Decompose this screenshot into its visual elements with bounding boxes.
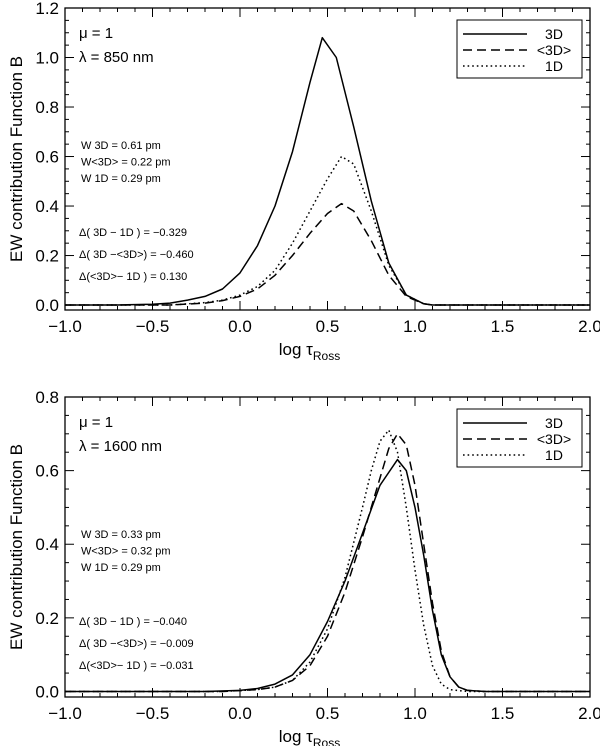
x-tick-label: 0.5	[316, 317, 340, 336]
chart-panel-bottom: −1.0 −0.5 0.0 0.5 1.0 1.5 2.0 0.0 0.2 0.4 0.6 0.8 EW…	[7, 388, 600, 746]
y-tick-label: 0.4	[35, 535, 59, 554]
legend-label: 1D	[545, 447, 563, 463]
y-tick-label: 0.8	[35, 98, 59, 117]
x-tick-label: 2.0	[578, 704, 600, 723]
x-tick-label: −0.5	[136, 317, 170, 336]
x-tick-label: 0.0	[228, 317, 252, 336]
equivalent-width-label: W<3D> = 0.32 pm	[81, 546, 171, 558]
y-tick-label: 0.2	[35, 247, 59, 266]
legend-box	[456, 19, 583, 79]
series-line-3d	[65, 458, 590, 693]
x-tick-label: 2.0	[578, 317, 600, 336]
y-axis-title: EW contribution Function B	[7, 56, 26, 262]
x-tick-label: 1.5	[491, 704, 515, 723]
mu-label: μ = 1	[79, 25, 113, 42]
y-axis-title: EW contribution Function B	[7, 444, 26, 650]
delta-label: Δ(<3D>− 1D ) = −0.031	[79, 660, 194, 672]
delta-label: Δ( 3D − 1D ) = −0.040	[79, 616, 187, 628]
y-tick-label: 1.2	[35, 0, 59, 18]
equivalent-width-label: W 3D = 0.33 pm	[81, 529, 161, 541]
x-tick-label: 1.0	[403, 704, 427, 723]
legend-label: <3D>	[537, 431, 571, 447]
equivalent-width-label: W 1D = 0.29 pm	[81, 173, 161, 185]
lambda-label: λ = 1600 nm	[79, 438, 162, 455]
x-tick-label: 1.0	[403, 317, 427, 336]
y-tick-label: 0.2	[35, 609, 59, 628]
y-tick-label: 0.4	[35, 197, 59, 216]
legend-label: <3D>	[537, 42, 571, 58]
legend-label: 3D	[545, 415, 563, 431]
delta-label: Δ(<3D>− 1D ) = 0.130	[79, 271, 187, 283]
legend-box	[456, 408, 583, 468]
delta-label: Δ( 3D −<3D>) = −0.009	[79, 638, 194, 650]
delta-label: Δ( 3D −<3D>) = −0.460	[79, 249, 194, 261]
x-tick-label: 0.0	[228, 704, 252, 723]
x-axis-title: log τRoss	[279, 340, 340, 363]
lambda-label: λ = 850 nm	[79, 49, 154, 66]
x-tick-label: 0.5	[316, 704, 340, 723]
x-axis-title: log τRoss	[279, 727, 340, 746]
x-axis-title-main: log τ	[279, 340, 313, 359]
y-tick-label: 0.0	[35, 682, 59, 701]
x-axis-title-main: log τ	[279, 727, 313, 746]
equivalent-width-label: W 1D = 0.29 pm	[81, 562, 161, 574]
equivalent-width-label: W 3D = 0.61 pm	[81, 140, 161, 152]
y-tick-label: 0.8	[35, 388, 59, 407]
series-line-avg3d	[65, 433, 590, 693]
y-tick-label: 0.6	[35, 462, 59, 481]
x-tick-label: 1.5	[491, 317, 515, 336]
x-axis-title-sub: Ross	[313, 349, 340, 363]
x-tick-label: −0.5	[136, 704, 170, 723]
y-tick-label: 0.0	[35, 296, 59, 315]
delta-label: Δ( 3D − 1D ) = −0.329	[79, 227, 187, 239]
series-line-1d	[65, 429, 590, 693]
x-axis-title-sub: Ross	[313, 736, 340, 746]
legend-label: 3D	[545, 26, 563, 42]
chart-panel-top: −1.0 −0.5 0.0 0.5 1.0 1.5 2.0 0.0 0.2 0.4 0.6 0.8 1.…	[7, 0, 600, 363]
equivalent-width-label: W<3D> = 0.22 pm	[81, 157, 171, 169]
mu-label: μ = 1	[79, 414, 113, 431]
x-tick-label: −1.0	[48, 317, 82, 336]
series-line-1d	[65, 155, 590, 306]
legend-label: 1D	[545, 58, 563, 74]
x-tick-label: −1.0	[48, 704, 82, 723]
y-tick-label: 1.0	[35, 49, 59, 68]
y-tick-label: 0.6	[35, 148, 59, 167]
